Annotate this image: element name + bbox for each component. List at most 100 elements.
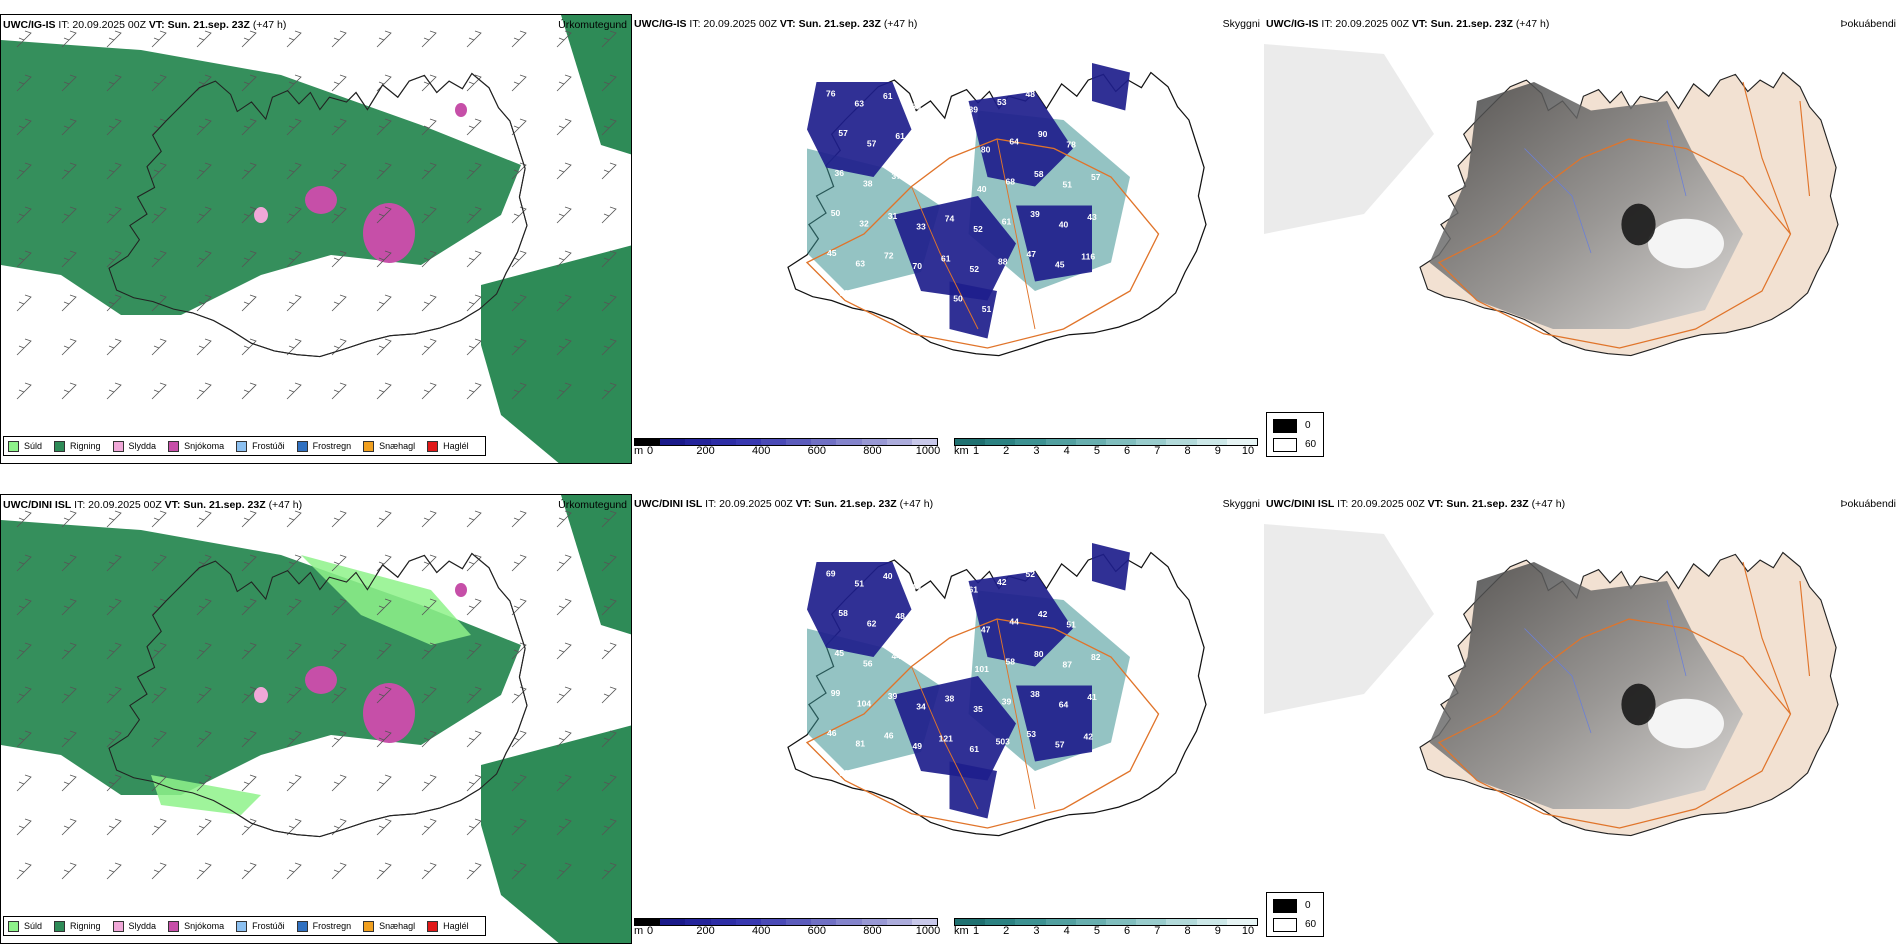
wind-barb bbox=[286, 598, 302, 616]
wind-barb bbox=[511, 250, 527, 268]
dense-fog-area bbox=[1621, 203, 1656, 246]
colorbar-swatch bbox=[985, 439, 1016, 445]
colorbar-labels: m 0 200 400 600 800 1000 bbox=[634, 445, 941, 457]
low-cloud-area bbox=[1092, 543, 1130, 591]
colorbar-tick: 9 bbox=[1214, 925, 1221, 937]
wind-barb bbox=[61, 206, 77, 224]
wind-barb bbox=[106, 642, 122, 660]
wind-barb bbox=[106, 206, 122, 224]
colorbar-swatch bbox=[955, 919, 986, 925]
precip-legend-item: Súld bbox=[8, 440, 42, 452]
wind-barb bbox=[241, 686, 257, 704]
wind-barb bbox=[286, 338, 302, 356]
wind-barb bbox=[241, 862, 257, 880]
cloud-base-label: 32 bbox=[859, 218, 869, 228]
precip-legend-label: Frostregn bbox=[312, 441, 352, 451]
wind-barb bbox=[331, 206, 347, 224]
wind-barb bbox=[16, 642, 32, 660]
wind-barb bbox=[286, 554, 302, 572]
cloud-base-label: 48 bbox=[895, 611, 905, 621]
cloud-base-label: 86 bbox=[1067, 299, 1077, 309]
precip-legend-swatch bbox=[427, 920, 439, 932]
wind-barb bbox=[286, 862, 302, 880]
cloud-base-label: 69 bbox=[1082, 92, 1092, 102]
cloud-base-label: 40 bbox=[911, 582, 921, 592]
cloud-base-label: 503 bbox=[996, 736, 1011, 746]
wind-barb bbox=[16, 382, 32, 400]
wind-barb bbox=[331, 774, 347, 792]
colorbar-tick: 3 bbox=[1033, 445, 1040, 457]
cloud-base-label: 33 bbox=[916, 221, 926, 231]
wind-barb bbox=[196, 294, 212, 312]
wind-barb bbox=[511, 510, 527, 528]
wind-barb bbox=[241, 510, 257, 528]
wind-barb bbox=[196, 382, 212, 400]
precip-legend-label: Frostúði bbox=[252, 441, 285, 451]
road-network bbox=[1742, 81, 1811, 235]
cloud-base-label: 68 bbox=[1006, 177, 1016, 187]
fog-legend-low-swatch bbox=[1273, 899, 1297, 913]
wind-barb bbox=[376, 206, 392, 224]
colorbar-tick: 5 bbox=[1093, 445, 1100, 457]
wind-barb bbox=[331, 598, 347, 616]
cloud-base-label: 63 bbox=[854, 99, 864, 109]
sea-fog bbox=[1264, 44, 1434, 234]
wind-barb bbox=[331, 642, 347, 660]
cloud-base-label: 46 bbox=[884, 731, 894, 741]
wind-barb bbox=[196, 774, 212, 792]
cloud-base-label: 45 bbox=[1095, 612, 1105, 622]
cloud-base-panel-bottom: UWC/DINI ISL IT: 20.09.2025 00Z VT: Sun.… bbox=[632, 494, 1264, 944]
wind-barb bbox=[331, 818, 347, 836]
wind-barb bbox=[556, 338, 572, 356]
wind-barb bbox=[241, 74, 257, 92]
wind-barb bbox=[16, 862, 32, 880]
wind-barb bbox=[511, 338, 527, 356]
wind-barb bbox=[511, 598, 527, 616]
wind-barb bbox=[106, 250, 122, 268]
wind-barb bbox=[151, 206, 167, 224]
precip-legend-swatch bbox=[54, 920, 66, 932]
wind-barb bbox=[196, 862, 212, 880]
colorbar-tick: 2 bbox=[1003, 925, 1010, 937]
cloud-base-label: 76 bbox=[924, 141, 934, 151]
precip-legend-label: Snæhagl bbox=[379, 441, 416, 451]
cloud-base-label: 43 bbox=[1087, 212, 1097, 222]
wind-barb bbox=[466, 338, 482, 356]
low-cloud-area bbox=[892, 676, 1016, 781]
wind-barb bbox=[376, 642, 392, 660]
cloud-base-label: 35 bbox=[973, 704, 983, 714]
cloud-base-label: 61 bbox=[1002, 217, 1012, 227]
wind-barb bbox=[241, 730, 257, 748]
precip-legend-label: Slydda bbox=[128, 921, 157, 931]
wind-barb bbox=[196, 818, 212, 836]
cloud-base-label: 88 bbox=[998, 256, 1008, 266]
cloud-base-label: 54 bbox=[1082, 572, 1092, 582]
colorbar-tick: 1000 bbox=[915, 445, 941, 457]
wind-barb bbox=[241, 294, 257, 312]
precip-legend-item: Haglél bbox=[427, 920, 469, 932]
precip-legend-label: Snæhagl bbox=[379, 921, 416, 931]
colorbar-tick: 1000 bbox=[915, 925, 941, 937]
wind-barb bbox=[106, 686, 122, 704]
drizzle-area bbox=[151, 775, 261, 815]
cloud-base-label: 38 bbox=[945, 694, 955, 704]
cloud-base-label: 40 bbox=[883, 571, 893, 581]
precip-legend-item: Rigning bbox=[54, 440, 101, 452]
cloud-base-label: 80 bbox=[981, 144, 991, 154]
colorbar-tick: 10 bbox=[1241, 925, 1255, 937]
precip-legend-item: Frostúði bbox=[236, 920, 285, 932]
colorbar-swatch bbox=[1166, 439, 1197, 445]
colorbar-swatch bbox=[861, 439, 887, 445]
wind-barb bbox=[556, 118, 572, 136]
colorbar-tick: 800 bbox=[863, 445, 882, 457]
precip-map bbox=[1, 495, 631, 943]
precip-legend-swatch bbox=[236, 920, 248, 932]
colorbar-tick: 1 bbox=[972, 925, 980, 937]
colorbar-tick: 0 bbox=[646, 445, 654, 457]
cloud-base-label: 84 bbox=[949, 654, 959, 664]
wind-barb bbox=[601, 118, 617, 136]
visibility-colorbar: km 1 2 3 4 5 6 7 8 9 10 bbox=[954, 918, 1258, 937]
colorbar-swatches bbox=[954, 438, 1258, 446]
wind-barb bbox=[241, 818, 257, 836]
cloud-base-label: 38 bbox=[863, 179, 873, 189]
